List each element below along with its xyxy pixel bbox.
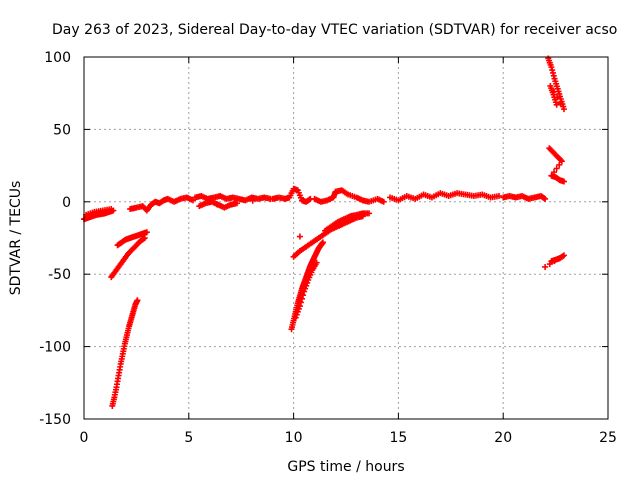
x-tick-label: 20	[494, 430, 512, 446]
series-dip-10	[288, 239, 326, 333]
x-axis-label: GPS time / hours	[287, 459, 404, 475]
data-point-marker	[542, 195, 549, 202]
data-point-marker	[560, 106, 567, 113]
data-point-marker	[556, 255, 563, 262]
series-steep-dip	[109, 297, 141, 409]
y-tick-label: 100	[44, 50, 71, 66]
data-point-marker	[134, 297, 141, 304]
series-late-rise	[545, 55, 567, 113]
series-baseline-20-22	[500, 193, 549, 202]
series-late-low	[542, 252, 567, 270]
y-tick-label: 0	[62, 195, 71, 211]
data-point-marker	[303, 282, 310, 289]
series-arc-a	[108, 235, 148, 281]
series-dip-10b	[292, 259, 320, 321]
data-point-marker	[560, 252, 567, 259]
data-point-marker	[297, 299, 304, 306]
x-tick-label: 10	[285, 430, 303, 446]
data-point-marker	[553, 101, 560, 108]
data-point-marker	[546, 261, 553, 268]
x-tick-label: 0	[80, 430, 89, 446]
data-point-marker	[296, 303, 303, 310]
data-point-marker	[304, 279, 311, 286]
x-tick-label: 5	[184, 430, 193, 446]
data-point-marker	[298, 295, 305, 302]
y-tick-label: -100	[39, 340, 71, 356]
data-point-marker	[319, 239, 326, 246]
data-point-marker	[366, 210, 373, 217]
data-point-marker	[553, 165, 560, 172]
data-point-marker	[560, 178, 567, 185]
grid-lines	[84, 57, 608, 419]
series-recovery-1	[127, 194, 196, 214]
data-point-marker	[558, 158, 565, 165]
data-point-marker	[557, 100, 564, 107]
data-point-marker	[141, 235, 148, 241]
series-baseline-14-20	[387, 190, 503, 204]
series-late-mid	[546, 145, 567, 185]
data-point-marker	[143, 229, 150, 236]
data-point-marker	[557, 157, 564, 164]
data-point-marker	[300, 292, 307, 299]
data-point-marker	[380, 198, 387, 205]
data-point-marker	[293, 311, 300, 318]
chart-title: Day 263 of 2023, Sidereal Day-to-day VTE…	[52, 22, 617, 38]
data-point-marker	[249, 197, 256, 204]
data-point-marker	[551, 258, 558, 265]
data-point-marker	[302, 285, 309, 292]
y-tick-label: 50	[53, 122, 71, 138]
y-tick-label: -150	[39, 412, 71, 428]
series-arc-b	[114, 229, 150, 249]
x-tick-label: 25	[599, 430, 617, 446]
data-point-marker	[296, 233, 303, 240]
data-point-marker	[295, 305, 302, 312]
plot-frame	[83, 56, 609, 420]
x-tick-label: 15	[389, 430, 407, 446]
series-arc-11b	[322, 210, 373, 234]
axis-ticks	[83, 56, 609, 420]
series-isolated-10	[296, 233, 303, 240]
series-baseline-11-14	[311, 187, 387, 205]
data-point-marker	[313, 259, 320, 266]
data-point-marker	[294, 308, 301, 315]
x-tick-labels: 0 5 10 15 20 25	[80, 430, 617, 446]
data-point-marker	[556, 161, 563, 168]
y-axis-label: SDTVAR / TECUs	[8, 181, 24, 296]
series-baseline-9-10	[269, 185, 314, 205]
data-point-marker	[496, 193, 503, 200]
data-point-marker	[234, 200, 241, 207]
y-tick-labels: 100 50 0 -50 -100 -150	[39, 50, 71, 428]
data-point-marker	[292, 314, 299, 321]
data-point-marker	[108, 206, 115, 213]
y-tick-label: -50	[48, 267, 71, 283]
data-point-marker	[542, 263, 549, 270]
series-early-baseline	[81, 206, 117, 223]
series-baseline-5-9	[192, 193, 274, 211]
data-points	[81, 55, 567, 409]
data-point-marker	[301, 288, 308, 295]
